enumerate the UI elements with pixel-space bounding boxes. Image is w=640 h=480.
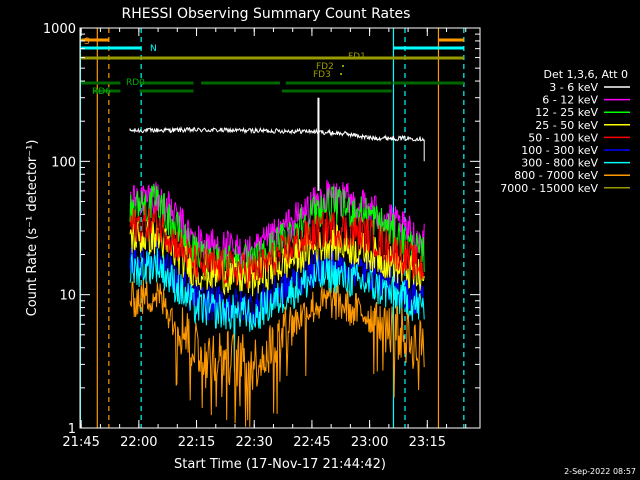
plot-frame [79, 27, 481, 429]
x-tick-label-1: 22:00 [120, 435, 157, 450]
chart-title: RHESSI Observing Summary Count Rates [122, 6, 411, 22]
legend-label-4: 50 - 100 keV [528, 131, 598, 144]
y-tick-label-2: 100 [51, 155, 76, 170]
legend-label-7: 800 - 7000 keV [514, 169, 598, 182]
x-tick-label-3: 22:30 [235, 435, 272, 450]
series-line-800-7000kev [129, 280, 425, 428]
series-line-12-25kev [129, 183, 425, 279]
x-axis-label: Start Time (17-Nov-17 21:44:42) [174, 457, 386, 472]
legend-label-8: 7000 - 15000 keV [500, 182, 598, 195]
legend-label-0: 3 - 6 keV [549, 81, 598, 94]
series-lines [129, 97, 425, 428]
y-tick-label-0: 1 [68, 422, 76, 437]
series-line-25-50kev [129, 219, 425, 297]
flag-label-fd2: FD2 [316, 62, 334, 72]
x-tick-label-4: 22:45 [293, 435, 330, 450]
series-line-300-800kev [129, 248, 425, 372]
legend-label-3: 25 - 50 keV [535, 119, 598, 132]
series-line-6-12kev [129, 179, 425, 269]
flag-label-rd6: RD6 [92, 87, 111, 97]
legend-label-1: 6 - 12 keV [542, 94, 598, 107]
flag-label-fd3: FD3 [313, 70, 331, 80]
flag-label-rd0: RD0 [126, 78, 145, 88]
x-tick-label-5: 23:00 [351, 435, 388, 450]
legend-label-6: 300 - 800 keV [521, 157, 598, 170]
y-tick-label-1: 10 [59, 289, 76, 304]
y-axis-label: Count Rate (s⁻¹ detector⁻¹) [25, 140, 40, 317]
flag-label-n: N [150, 44, 157, 54]
series-line-50-100kev [129, 205, 425, 290]
x-tick-label-0: 21:45 [62, 435, 99, 450]
plot-axes: 21:45 22:00 22:15 22:30 22:45 23:00 23:15 1 10 10… [43, 22, 481, 450]
footer-timestamp: 2-Sep-2022 08:57 [564, 467, 636, 476]
fd2-marker [342, 65, 344, 67]
legend-label-2: 12 - 25 keV [535, 106, 598, 119]
flag-label-fd1: FD1 [348, 52, 366, 62]
y-tick-label-3: 1000 [43, 22, 76, 37]
legend-label-5: 100 - 300 keV [521, 144, 598, 157]
legend-title: Det 1,3,6, Att 0 [544, 68, 628, 81]
x-tick-label-2: 22:15 [178, 435, 215, 450]
x-tick-label-6: 23:15 [409, 435, 446, 450]
fd3-marker [340, 73, 342, 75]
series-line-3-6kev [129, 125, 425, 162]
flag-label-s: S [84, 37, 90, 47]
